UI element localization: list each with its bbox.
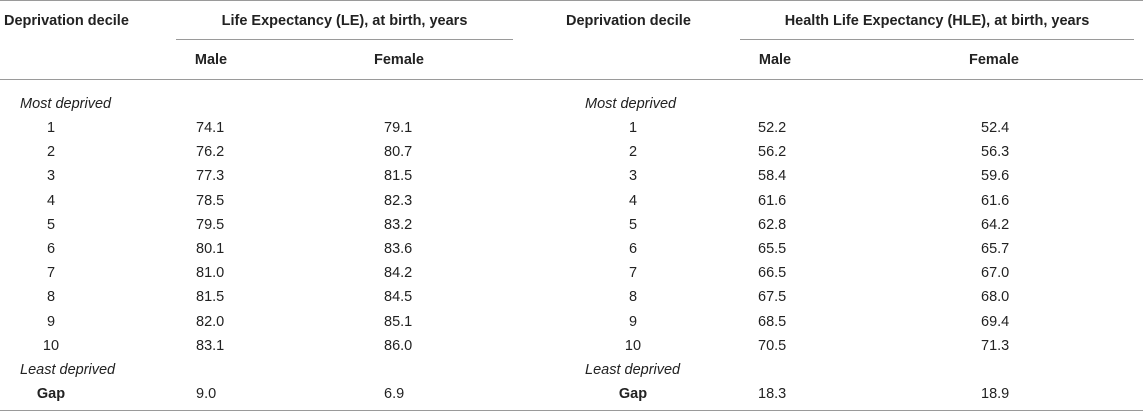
right-decile-cell: 5: [628, 216, 638, 233]
left-decile-cell: 1: [46, 120, 56, 136]
left-decile-cell: 4: [46, 192, 56, 209]
right-male-cell: 70.5: [758, 337, 787, 354]
right-decile-cell: 8: [628, 289, 638, 306]
right-col-female: Female: [969, 52, 1019, 68]
right-col-male: Male: [758, 52, 792, 68]
right-female-cell: 68.0: [981, 289, 1010, 306]
right-female-cell: 64.2: [981, 216, 1010, 233]
left-female-cell: 85.1: [384, 313, 413, 330]
left-header-group: Life Expectancy (LE), at birth, years: [221, 13, 468, 29]
left-male-cell: 81.0: [196, 265, 225, 282]
right-male-cell: 65.5: [758, 241, 787, 257]
left-male-cell: 74.1: [196, 120, 225, 136]
right-decile-cell: 1: [628, 120, 638, 136]
left-header-decile: Deprivation decile: [4, 13, 129, 29]
table-bottom-rule: [0, 410, 1143, 411]
table-top-rule: [0, 0, 1143, 1]
right-male-cell: 52.2: [758, 120, 787, 136]
left-female-cell: 79.1: [384, 120, 413, 136]
right-female-cell: 52.4: [981, 120, 1010, 136]
left-female-cell: 83.2: [384, 216, 413, 233]
left-decile-cell: 8: [46, 289, 56, 306]
right-male-cell: 66.5: [758, 265, 787, 282]
left-male-cell: 83.1: [196, 337, 225, 354]
left-decile-cell: 9: [46, 313, 56, 330]
right-female-cell: 69.4: [981, 313, 1010, 330]
left-col-male: Male: [194, 52, 228, 68]
right-decile-cell: 3: [628, 168, 638, 185]
left-male-cell: 79.5: [196, 216, 225, 233]
right-decile-cell: 10: [624, 337, 642, 354]
left-decile-cell: 10: [42, 337, 60, 354]
right-male-cell: 67.5: [758, 289, 787, 306]
right-gap-label: Gap: [618, 386, 648, 402]
left-female-cell: 80.7: [384, 144, 413, 161]
left-female-cell: 86.0: [384, 337, 413, 354]
right-decile-cell: 6: [628, 241, 638, 257]
right-decile-cell: 9: [628, 313, 638, 330]
left-decile-cell: 3: [46, 168, 56, 185]
left-female-cell: 81.5: [384, 168, 413, 185]
right-male-cell: 56.2: [758, 144, 787, 161]
left-female-cell: 84.5: [384, 289, 413, 306]
right-most-deprived: Most deprived: [585, 96, 677, 112]
left-decile-cell: 2: [46, 144, 56, 161]
right-gap-male: 18.3: [758, 386, 787, 402]
right-male-cell: 68.5: [758, 313, 787, 330]
left-most-deprived: Most deprived: [20, 96, 112, 112]
right-female-cell: 59.6: [981, 168, 1010, 185]
left-least-deprived: Least deprived: [20, 362, 116, 378]
right-female-cell: 67.0: [981, 265, 1010, 282]
header-bottom-rule: [0, 79, 1143, 80]
left-col-female: Female: [374, 52, 424, 68]
right-female-cell: 61.6: [981, 192, 1010, 209]
right-female-cell: 56.3: [981, 144, 1010, 161]
right-gap-female: 18.9: [981, 386, 1010, 402]
left-male-cell: 76.2: [196, 144, 225, 161]
right-decile-cell: 4: [628, 192, 638, 209]
left-decile-cell: 6: [46, 241, 56, 257]
left-male-cell: 81.5: [196, 289, 225, 306]
right-decile-cell: 2: [628, 144, 638, 161]
left-group-underline: [176, 39, 513, 40]
left-female-cell: 82.3: [384, 192, 413, 209]
right-header-decile: Deprivation decile: [566, 13, 691, 29]
right-decile-cell: 7: [628, 265, 638, 282]
left-male-cell: 77.3: [196, 168, 225, 185]
right-header-group: Health Life Expectancy (HLE), at birth, …: [784, 13, 1090, 29]
left-decile-cell: 5: [46, 216, 56, 233]
right-male-cell: 58.4: [758, 168, 787, 185]
left-female-cell: 84.2: [384, 265, 413, 282]
right-group-underline: [740, 39, 1134, 40]
right-female-cell: 71.3: [981, 337, 1010, 354]
left-gap-female: 6.9: [384, 386, 405, 402]
right-female-cell: 65.7: [981, 241, 1010, 257]
left-gap-male: 9.0: [196, 386, 217, 402]
left-female-cell: 83.6: [384, 241, 413, 257]
left-decile-cell: 7: [46, 265, 56, 282]
left-male-cell: 80.1: [196, 241, 225, 257]
right-male-cell: 62.8: [758, 216, 787, 233]
left-male-cell: 82.0: [196, 313, 225, 330]
right-male-cell: 61.6: [758, 192, 787, 209]
left-male-cell: 78.5: [196, 192, 225, 209]
right-least-deprived: Least deprived: [585, 362, 681, 378]
left-gap-label: Gap: [36, 386, 66, 402]
